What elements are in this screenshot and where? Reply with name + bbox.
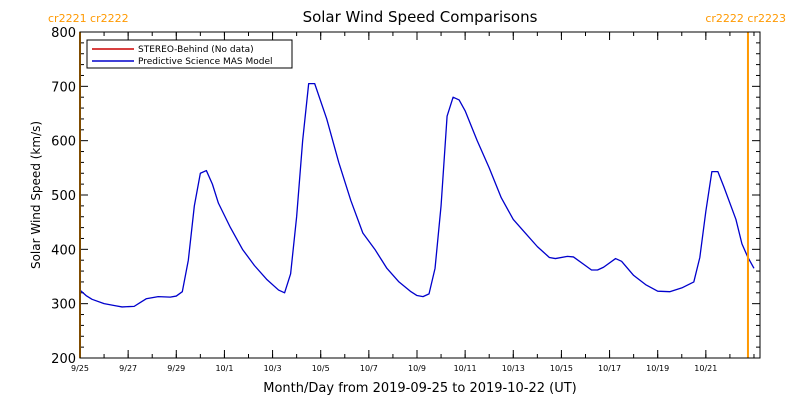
series-line-mas-model <box>79 82 755 308</box>
y-tick-label: 500 <box>51 189 76 204</box>
x-tick-label: 10/21 <box>694 364 717 373</box>
x-tick-label: 10/5 <box>312 364 330 373</box>
x-tick-label: 10/1 <box>215 364 233 373</box>
carrington-marker-label: cr2221 cr2222 <box>48 12 129 25</box>
plot-layer: 200 300 400 500 600 700 800 9/25 9/27 9/29 10/1 10/… <box>51 26 760 373</box>
y-tick-label: 300 <box>51 298 76 313</box>
y-tick-label: 600 <box>51 135 76 150</box>
y-tick-label: 200 <box>51 352 76 367</box>
x-axis-label: Month/Day from 2019-09-25 to 2019-10-22 … <box>263 381 576 396</box>
x-tick-label: 9/25 <box>71 364 89 373</box>
y-tick-label: 700 <box>51 80 76 95</box>
x-tick-label: 10/11 <box>454 364 477 373</box>
x-tick-label: 10/19 <box>646 364 669 373</box>
x-tick-label: 10/7 <box>360 364 378 373</box>
x-tick-label: 10/15 <box>550 364 573 373</box>
chart-title: Solar Wind Speed Comparisons <box>303 8 538 26</box>
y-tick-label: 800 <box>51 26 76 41</box>
x-tick-label: 10/3 <box>264 364 282 373</box>
y-tick-label: 400 <box>51 243 76 258</box>
legend-label-stereo-behind: STEREO-Behind (No data) <box>138 45 254 55</box>
plot-frame <box>79 31 761 359</box>
x-tick-label: 10/17 <box>598 364 621 373</box>
legend-box <box>86 39 293 69</box>
carrington-marker-label: cr2222 cr2223 <box>705 12 786 25</box>
series-layer <box>79 82 755 308</box>
x-tick-label: 9/29 <box>167 364 185 373</box>
legend-label-mas-model: Predictive Science MAS Model <box>138 57 273 67</box>
x-tick-label: 10/13 <box>502 364 525 373</box>
y-axis-label: Solar Wind Speed (km/s) <box>29 121 43 269</box>
x-tick-label: 9/27 <box>119 364 137 373</box>
legend: STEREO-Behind (No data) Predictive Scien… <box>86 39 293 69</box>
x-tick-label: 10/9 <box>408 364 426 373</box>
